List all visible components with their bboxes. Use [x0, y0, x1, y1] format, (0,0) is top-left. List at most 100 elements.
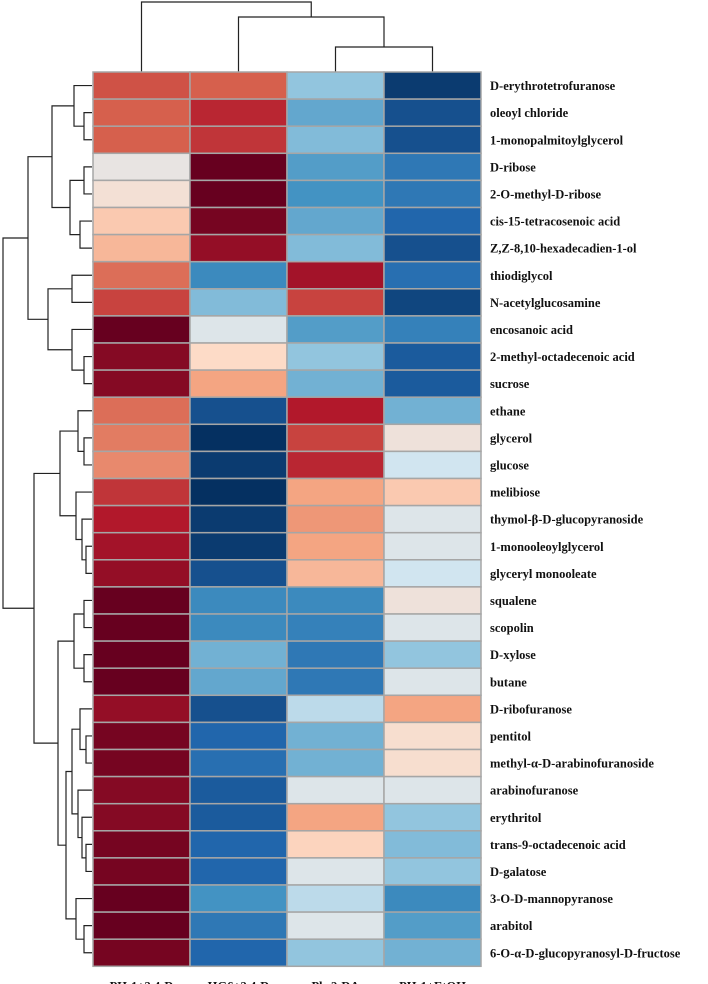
dendrogram-branch — [81, 816, 92, 859]
heatmap-cell — [383, 857, 482, 886]
heatmap-cell — [286, 586, 385, 615]
row-label: cis-15-tetracosenoic acid — [490, 215, 620, 229]
heatmap-cell — [286, 721, 385, 751]
heatmap-cell — [189, 775, 288, 805]
heatmap-cell — [189, 315, 288, 344]
heatmap-cell — [286, 315, 385, 344]
row-label: 6-O-α-D-glucopyranosyl-D-fructose — [490, 946, 681, 960]
heatmap-cell — [189, 586, 288, 615]
row-label: trans-9-octadecenoic acid — [490, 838, 626, 852]
row-label: D-xylose — [490, 648, 536, 662]
dendrogram-branch — [79, 220, 92, 249]
row-label: thymol-β-D-glucopyranoside — [490, 513, 644, 527]
heatmap-cell — [383, 206, 482, 236]
dendrogram-branch — [71, 328, 92, 371]
heatmap-cell — [92, 423, 191, 453]
heatmap-cell — [286, 233, 385, 263]
heatmap-cell — [383, 667, 482, 697]
heatmap-cell — [286, 477, 385, 507]
row-label: glycerol — [490, 431, 533, 445]
dendrogram-branch — [59, 430, 78, 517]
heatmap-cell — [383, 423, 482, 453]
heatmap-cell — [189, 748, 288, 778]
heatmap-cell — [189, 640, 288, 669]
heatmap-cell — [189, 396, 288, 426]
row-label: thiodiglycol — [490, 269, 553, 283]
heatmap-cell — [92, 694, 191, 724]
column-dendrogram — [140, 1, 434, 72]
heatmap-cell — [92, 504, 191, 534]
heatmap-cell — [286, 775, 385, 805]
heatmap-cell — [383, 125, 482, 155]
heatmap-cell — [383, 152, 482, 182]
dendrogram-branch — [77, 410, 92, 452]
column-label: HG6+2,4-D — [208, 979, 270, 984]
heatmap-cell — [286, 98, 385, 127]
heatmap-cell — [383, 586, 482, 615]
heatmap-cell — [189, 206, 288, 236]
heatmap-cell — [383, 531, 482, 561]
column-label: PH-1+EtOH — [399, 979, 466, 984]
row-label: D-galatose — [490, 865, 547, 879]
heatmap-cell — [383, 315, 482, 344]
column-label: Pbs2-DA — [312, 979, 360, 984]
heatmap-cell — [189, 423, 288, 453]
heatmap-cell — [286, 396, 385, 426]
row-label: arabinofuranose — [490, 784, 579, 798]
heatmap-cell — [286, 288, 385, 317]
heatmap-cell — [92, 396, 191, 426]
heatmap-cell — [286, 450, 385, 480]
heatmap-cell — [189, 911, 288, 940]
heatmap-cell — [286, 559, 385, 588]
heatmap-cell — [286, 125, 385, 155]
heatmap-cell — [189, 884, 288, 913]
heatmap-cell — [92, 233, 191, 263]
heatmap-cell — [383, 884, 482, 913]
heatmap-cell — [383, 396, 482, 426]
heatmap-cell — [189, 98, 288, 127]
heatmap-cell — [383, 260, 482, 290]
heatmap-cell — [286, 938, 385, 968]
row-labels: D-erythrotetrofuranose oleoyl chloride 1-m… — [490, 79, 681, 960]
heatmap-cell — [92, 586, 191, 615]
row-label: butane — [490, 675, 527, 689]
heatmap-cell — [189, 559, 288, 588]
dendrogram-branch — [85, 735, 92, 764]
heatmap-cell — [383, 830, 482, 859]
dendrogram-branch — [237, 16, 385, 72]
heatmap-cell — [383, 233, 482, 263]
dendrogram-branch — [81, 518, 92, 561]
heatmap-cell — [383, 613, 482, 642]
heatmap-cell — [92, 613, 191, 642]
row-label: squalene — [490, 594, 537, 608]
heatmap-cell — [286, 504, 385, 534]
dendrogram-branch — [2, 237, 34, 609]
heatmap-cell — [383, 802, 482, 832]
heatmap-cell — [286, 179, 385, 209]
heatmap-cell — [286, 802, 385, 832]
heatmap-cell — [92, 206, 191, 236]
heatmap-cell — [92, 152, 191, 182]
row-label: 1-monopalmitoylglycerol — [490, 133, 624, 147]
heatmap-cell — [286, 911, 385, 940]
heatmap-cell — [92, 911, 191, 940]
dendrogram-branch — [69, 179, 84, 236]
row-dendrogram — [2, 84, 92, 954]
heatmap-cell — [286, 667, 385, 697]
row-label: 2-O-methyl-D-ribose — [490, 187, 602, 201]
heatmap-cell — [189, 694, 288, 724]
row-label: methyl-α-D-arabinofuranoside — [490, 757, 654, 771]
row-label: oleoyl chloride — [490, 106, 569, 120]
heatmap-cell — [383, 71, 482, 100]
dendrogram-branch — [140, 1, 312, 72]
heatmap-cell — [92, 830, 191, 859]
heatmap-cell — [189, 938, 288, 968]
heatmap-cell — [189, 152, 288, 182]
row-label: glucose — [490, 458, 529, 472]
heatmap-cell — [286, 369, 385, 398]
dendrogram-branch — [85, 843, 92, 873]
heatmap-cell — [92, 260, 191, 290]
heatmap-cell — [383, 288, 482, 317]
heatmap-cell — [286, 613, 385, 642]
heatmap-cell — [286, 342, 385, 371]
